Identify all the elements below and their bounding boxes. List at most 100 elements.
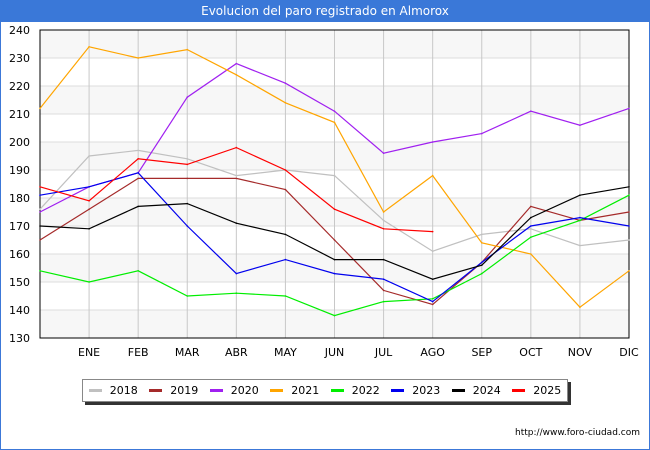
data-point-2018: [431, 250, 434, 252]
data-point-2022: [530, 236, 532, 238]
y-tick-label: 220: [9, 80, 30, 93]
data-point-2019: [431, 303, 434, 306]
data-point-2022: [235, 292, 238, 295]
data-point-2019: [382, 289, 385, 292]
x-tick-label: OCT: [519, 346, 542, 359]
legend-item-2023: 2023: [391, 384, 440, 397]
data-point-2021: [628, 270, 630, 272]
y-tick-label: 230: [9, 52, 30, 65]
y-tick-label: 200: [9, 136, 30, 149]
data-point-2021: [284, 102, 287, 104]
x-tick-label: FEB: [128, 346, 149, 359]
data-point-2023: [186, 225, 189, 227]
data-point-2023: [88, 186, 90, 188]
data-point-2023: [579, 216, 581, 219]
legend-item-2019: 2019: [149, 384, 198, 397]
data-point-2020: [628, 107, 630, 110]
y-tick-label: 160: [9, 248, 30, 261]
legend-item-2020: 2020: [209, 384, 259, 397]
data-point-2021: [137, 57, 139, 59]
data-point-2018: [530, 228, 532, 230]
data-point-2024: [431, 278, 434, 281]
data-point-2020: [480, 132, 483, 135]
data-point-2024: [333, 258, 336, 261]
data-point-2019: [628, 211, 630, 213]
data-point-2025: [235, 146, 238, 149]
legend-swatch: [512, 389, 526, 392]
legend-label: 2023: [412, 384, 441, 397]
y-tick-label: 240: [9, 24, 30, 37]
legend-swatch: [149, 389, 163, 392]
data-point-2018: [333, 174, 336, 177]
data-point-2022: [39, 270, 41, 272]
data-point-2023: [382, 278, 385, 281]
data-point-2024: [284, 233, 287, 236]
x-tick-label: MAY: [274, 346, 297, 359]
data-point-2025: [186, 163, 189, 166]
x-tick-label: ABR: [225, 346, 248, 359]
data-point-2022: [431, 298, 434, 300]
data-point-2025: [431, 230, 434, 233]
x-tick-label: DIC: [619, 346, 639, 359]
data-point-2022: [137, 270, 139, 272]
data-point-2024: [382, 258, 385, 261]
data-point-2021: [480, 242, 483, 244]
data-point-2019: [284, 188, 287, 191]
data-point-2024: [235, 222, 238, 224]
y-tick-label: 170: [9, 220, 30, 233]
data-point-2022: [186, 295, 189, 297]
data-point-2024: [39, 225, 41, 227]
data-point-2021: [530, 253, 532, 255]
data-point-2025: [88, 200, 90, 202]
data-point-2021: [235, 74, 238, 76]
data-point-2020: [39, 211, 41, 213]
data-point-2023: [39, 194, 41, 196]
data-point-2025: [382, 228, 385, 230]
data-point-2018: [480, 233, 483, 236]
legend-swatch: [330, 389, 344, 392]
data-point-2021: [186, 48, 189, 51]
data-point-2023: [628, 225, 630, 227]
data-point-2022: [333, 314, 336, 317]
x-tick-label: SEP: [471, 346, 492, 359]
data-point-2023: [235, 272, 238, 275]
x-tick-label: NOV: [568, 346, 593, 359]
legend-label: 2018: [109, 384, 138, 397]
legend-item-2022: 2022: [330, 384, 380, 397]
data-point-2022: [628, 194, 630, 196]
data-point-2020: [530, 110, 532, 112]
y-tick-label: 150: [9, 276, 30, 289]
data-point-2021: [39, 107, 41, 110]
data-point-2021: [333, 121, 336, 124]
data-point-2018: [186, 158, 189, 160]
data-point-2020: [382, 152, 385, 154]
data-point-2021: [579, 306, 581, 309]
x-tick-label: JUN: [324, 346, 345, 359]
y-tick-label: 130: [9, 332, 30, 345]
data-point-2020: [579, 124, 581, 126]
data-point-2020: [431, 141, 434, 143]
chart-title: Evolucion del paro registrado en Almorox: [0, 0, 650, 22]
legend-item-2024: 2024: [451, 384, 501, 397]
data-point-2021: [431, 174, 434, 177]
data-point-2018: [235, 174, 238, 177]
x-tick-label: AGO: [420, 346, 445, 359]
x-tick-label: JUL: [374, 346, 393, 359]
data-point-2024: [579, 194, 581, 196]
legend-swatch: [88, 389, 102, 392]
data-point-2019: [333, 239, 336, 241]
y-tick-label: 140: [9, 304, 30, 317]
source-url: http://www.foro-ciudad.com: [515, 428, 640, 438]
data-point-2019: [88, 208, 90, 210]
data-point-2019: [235, 177, 238, 180]
data-point-2024: [628, 186, 630, 188]
data-point-2021: [382, 211, 385, 213]
data-point-2020: [284, 82, 287, 84]
legend-swatch: [270, 389, 284, 392]
legend-swatch: [391, 389, 405, 392]
data-point-2018: [579, 244, 581, 247]
data-point-2018: [137, 149, 139, 152]
data-point-2022: [480, 272, 483, 275]
data-point-2025: [284, 169, 287, 171]
chart-legend: 2018 2019 2020 2021 2022 2023 2024 2025: [82, 379, 568, 402]
